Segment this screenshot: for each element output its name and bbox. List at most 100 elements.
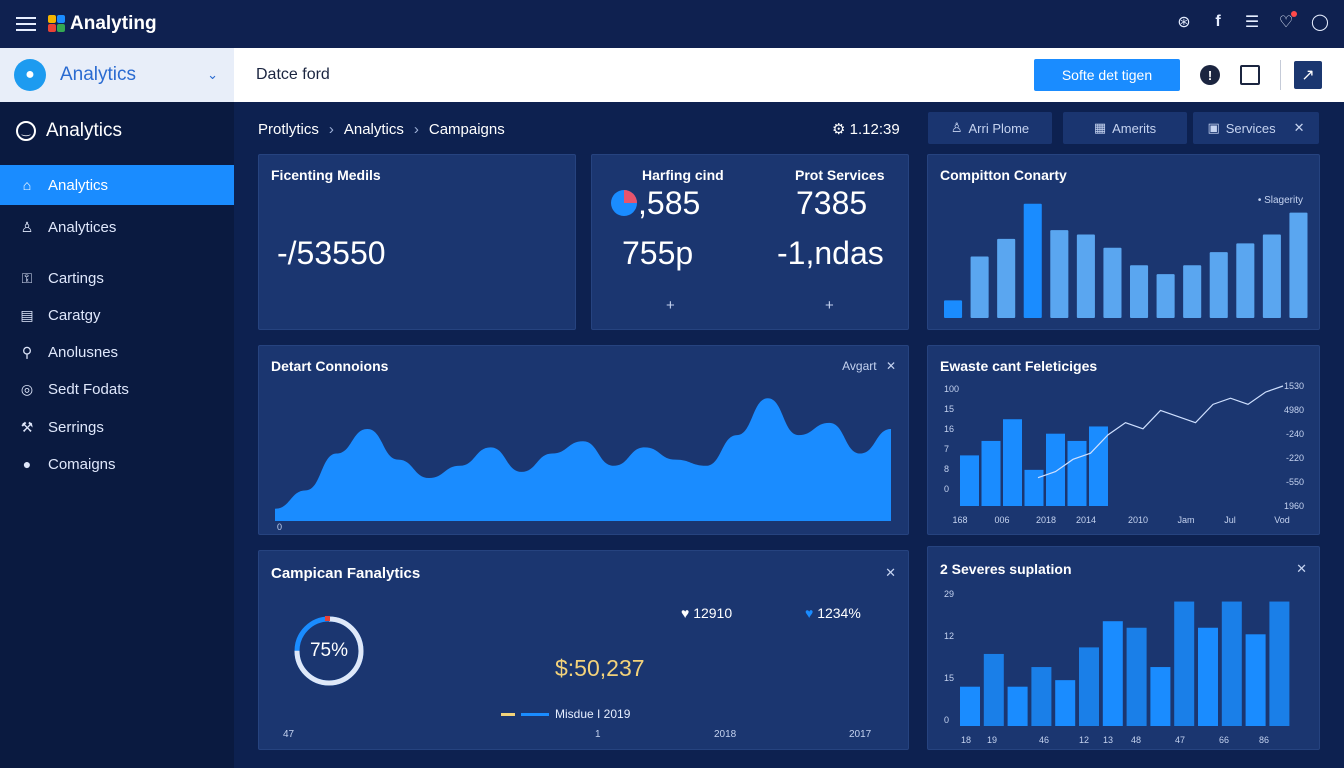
close-icon[interactable]: ✕ <box>1293 120 1305 135</box>
chart-bar <box>1103 247 1122 318</box>
account-selector[interactable]: ● Analytics ⌄ <box>0 48 234 102</box>
x-tick-label: 18 <box>961 735 971 745</box>
breadcrumb: Protlytics › Analytics › Campaigns <box>258 121 505 138</box>
tab-arri-plome[interactable]: ♙ Arri Plome <box>928 112 1052 144</box>
metric-card-2: Harfing cind Prot Services ,585 7385 755… <box>591 154 909 330</box>
chart-bar <box>1046 433 1065 506</box>
sidebar-item-caratgy[interactable]: ▤ Caratgy <box>0 295 234 335</box>
lock-icon: ⚿ <box>21 269 33 286</box>
person-icon: ● <box>22 456 32 472</box>
home-icon: ⌂ <box>22 177 32 193</box>
x-tick-label: 19 <box>987 735 997 745</box>
metric-subvalue: 755p <box>622 235 694 271</box>
x-tick-label: Jul <box>1224 515 1236 525</box>
sidebar-item-label: Serrings <box>48 418 104 436</box>
y-tick-label: 29 <box>944 589 954 599</box>
donut-value: 75% <box>309 640 349 661</box>
campaign-analytics-card: Campican Fanalytics ✕ 75% ♥ 12910 ♥ 1234… <box>258 550 909 750</box>
sidebar-item-label: Comaigns <box>48 455 116 473</box>
y-tick-label: 1960 <box>1284 501 1304 511</box>
chart-action-label[interactable]: Avgart <box>842 359 877 373</box>
chart-action[interactable]: Avgart ✕ <box>842 359 896 373</box>
detart-area-chart-card: Detart Connoions Avgart ✕ 0 <box>258 345 909 535</box>
share-icon[interactable] <box>1240 65 1260 85</box>
expand-icon[interactable]: ↗ <box>1294 61 1322 89</box>
breadcrumb-item[interactable]: Analytics <box>343 121 404 138</box>
card-title: Compitton Conarty <box>940 167 1067 183</box>
chart-bar <box>1050 230 1069 318</box>
gear-icon[interactable]: ⚙ <box>832 121 846 138</box>
x-tick-label: 13 <box>1103 735 1113 745</box>
chart-legend: • Slagerity <box>1257 195 1303 206</box>
x-tick-label: 1 <box>595 729 601 740</box>
breadcrumb-separator: › <box>413 121 419 138</box>
list-icon[interactable]: ☰ <box>1244 14 1260 31</box>
fingerprint-icon[interactable]: ⊛ <box>1177 14 1191 31</box>
x-tick-label: 48 <box>1131 735 1141 745</box>
close-icon[interactable]: ✕ <box>885 565 896 580</box>
sidebar-item-label: Cartings <box>48 269 104 287</box>
chart-bar <box>1150 667 1171 726</box>
x-tick-label: 86 <box>1259 735 1269 745</box>
chart-bar <box>1221 601 1242 726</box>
toolbar-divider <box>1280 60 1281 90</box>
line-series <box>1037 385 1284 479</box>
chart-bar <box>1130 265 1149 318</box>
sidebar-item-anolusnes[interactable]: ⚲ Anolusnes <box>0 332 234 372</box>
add-icon[interactable]: + <box>825 297 834 314</box>
chevron-down-icon[interactable]: ⌄ <box>207 67 218 82</box>
x-tick-label: 2017 <box>849 729 872 740</box>
close-icon[interactable]: ✕ <box>1296 561 1307 576</box>
tab-amerits[interactable]: ▦ Amerits <box>1063 112 1187 144</box>
chart-bar <box>1031 667 1052 726</box>
sidebar-item-comaigns[interactable]: ● Comaigns <box>0 444 234 484</box>
chart-bar <box>1023 203 1042 318</box>
user-icon[interactable]: ◯ <box>1311 14 1329 31</box>
main-content: Protlytics › Analytics › Campaigns ⚙ 1.1… <box>234 102 1344 768</box>
x-tick-label: 12 <box>1079 735 1089 745</box>
sidebar-item-analytices[interactable]: ♙ Analytices <box>0 207 234 247</box>
card-title: Detart Connoions <box>271 358 389 374</box>
chart-bar <box>1236 243 1255 318</box>
sidebar-item-analytics[interactable]: ⌂ Analytics <box>0 165 234 205</box>
toolbar: Datce ford Softe det tigen ! ↗ <box>234 48 1344 102</box>
y-tick-label: 100 <box>944 384 959 394</box>
sidebar-title-label: Analytics <box>46 120 123 141</box>
y-tick-label: 12 <box>944 631 954 641</box>
grid-icon: ▦ <box>1093 120 1107 135</box>
document-icon: ▤ <box>20 306 34 323</box>
heart-icon[interactable]: ♡ <box>1276 11 1297 32</box>
sidebar: ‿ Analytics ⌂ Analytics ♙ Analytices ⚿ C… <box>0 102 234 768</box>
chart-bar <box>944 300 963 318</box>
sidebar-item-sedt-fodats[interactable]: ◎ Sedt Fodats <box>0 369 234 409</box>
facebook-icon[interactable]: f <box>1215 13 1221 30</box>
notification-dot <box>1291 11 1297 17</box>
sidebar-title: ‿ Analytics <box>16 120 122 142</box>
area-chart <box>275 398 891 521</box>
breadcrumb-item[interactable]: Protlytics <box>258 121 319 138</box>
metric-card-1: Ficenting Medils -/53550 <box>258 154 576 330</box>
sidebar-item-serrings[interactable]: ⚒ Serrings <box>0 407 234 447</box>
y-tick-label: 8 <box>944 464 949 474</box>
close-icon[interactable]: ✕ <box>885 359 896 373</box>
user-icon: ♙ <box>20 218 34 235</box>
primary-action-button[interactable]: Softe det tigen <box>1034 59 1180 91</box>
chart-bar <box>1289 212 1308 318</box>
x-tick-label: 2010 <box>1128 515 1148 525</box>
sidebar-item-label: Caratgy <box>48 306 101 324</box>
tab-services[interactable]: ▣ Services ✕ <box>1193 112 1319 144</box>
info-icon[interactable]: ! <box>1200 65 1220 85</box>
pie-icon <box>611 190 637 216</box>
account-label: Analytics <box>60 64 137 85</box>
heart-icon: ♥ <box>681 605 690 621</box>
x-tick-label: 2018 <box>1036 515 1056 525</box>
globe-icon: ◎ <box>20 380 34 397</box>
tab-label: Amerits <box>1112 120 1157 136</box>
sidebar-item-cartings[interactable]: ⚿ Cartings <box>0 258 234 298</box>
tab-label: Arri Plome <box>968 120 1030 136</box>
breadcrumb-item[interactable]: Campaigns <box>428 121 505 138</box>
add-icon[interactable]: + <box>666 297 675 314</box>
metric-value: -/53550 <box>277 235 386 271</box>
menu-icon[interactable] <box>16 14 36 34</box>
bird-icon: ● <box>14 59 46 91</box>
